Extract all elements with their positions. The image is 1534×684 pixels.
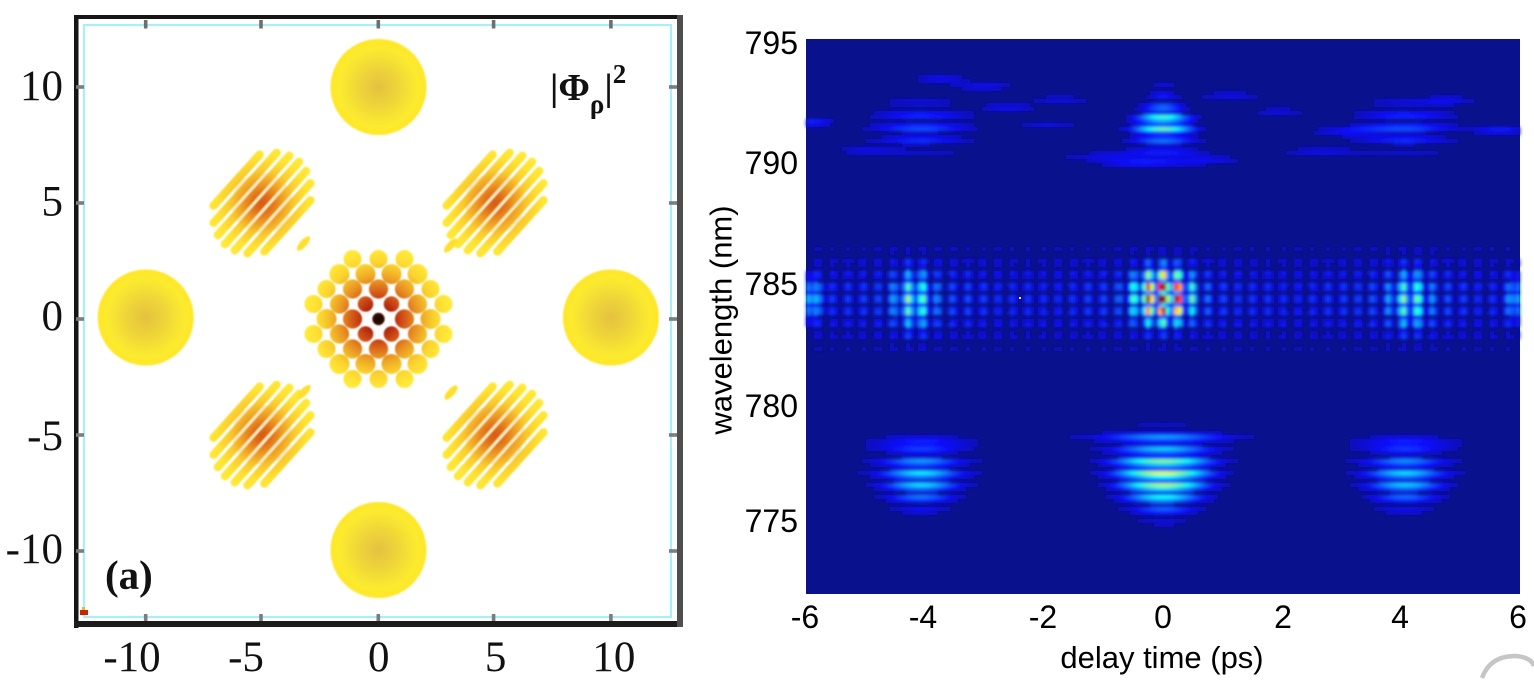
svg-text:(a): (a) [105, 552, 153, 598]
svg-text:0: 0 [1154, 599, 1172, 635]
svg-text:-5: -5 [228, 634, 264, 681]
svg-text:6: 6 [1509, 599, 1527, 635]
svg-text:795: 795 [745, 25, 798, 61]
svg-text:790: 790 [745, 145, 798, 181]
svg-text:780: 780 [745, 388, 798, 424]
svg-text:5: 5 [485, 634, 507, 681]
svg-text:|Φρ|2: |Φρ|2 [550, 59, 626, 119]
svg-text:-6: -6 [791, 599, 819, 635]
svg-text:10: 10 [20, 63, 63, 110]
svg-text:785: 785 [745, 266, 798, 302]
svg-text:0: 0 [368, 634, 390, 681]
svg-text:775: 775 [745, 503, 798, 539]
svg-text:wavelength (nm): wavelength (nm) [704, 205, 739, 435]
svg-text:10: 10 [592, 634, 635, 681]
svg-text:-2: -2 [1029, 599, 1057, 635]
svg-text:delay time (ps): delay time (ps) [1060, 640, 1263, 675]
svg-text:-5: -5 [27, 413, 63, 460]
svg-text:5: 5 [42, 179, 64, 226]
svg-text:0: 0 [42, 293, 64, 340]
svg-text:-10: -10 [103, 634, 160, 681]
svg-text:4: 4 [1391, 599, 1409, 635]
svg-text:-4: -4 [909, 599, 937, 635]
svg-text:-10: -10 [6, 526, 63, 573]
svg-text:2: 2 [1274, 599, 1292, 635]
